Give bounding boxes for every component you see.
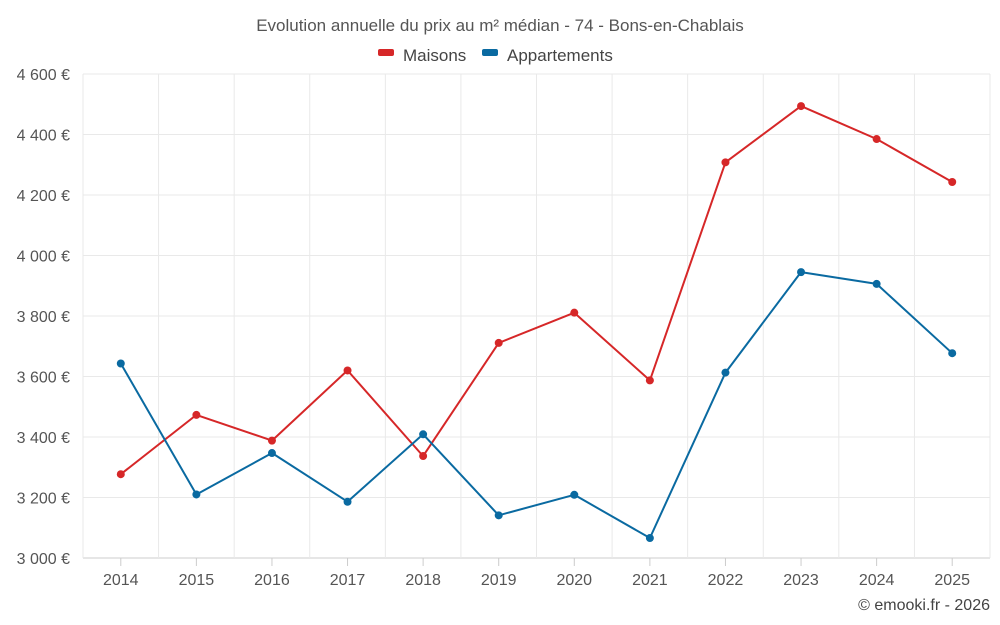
- data-point-appartements[interactable]: [948, 349, 957, 358]
- data-point-appartements[interactable]: [570, 490, 579, 499]
- y-tick-label: 3 600 €: [17, 370, 70, 387]
- chart-title: Evolution annuelle du prix au m² médian …: [256, 16, 744, 35]
- x-tick-label: 2020: [556, 572, 592, 589]
- x-tick-label: 2016: [254, 572, 290, 589]
- x-tick-label: 2024: [859, 572, 895, 589]
- y-axis-ticks: 3 000 € 3 200 € 3 400 € 3 600 € 3 800 € 4 000…: [17, 67, 70, 568]
- y-tick-label: 3 200 €: [17, 491, 70, 508]
- y-tick-label: 3 800 €: [17, 309, 70, 326]
- legend-label-appartements[interactable]: Appartements: [507, 46, 613, 65]
- x-tick-label: 2014: [103, 572, 139, 589]
- data-point-maisons[interactable]: [343, 366, 352, 375]
- data-point-appartements[interactable]: [267, 449, 276, 458]
- x-tick-label: 2017: [330, 572, 366, 589]
- data-point-maisons[interactable]: [721, 158, 730, 167]
- x-tick-label: 2022: [708, 572, 744, 589]
- data-point-maisons[interactable]: [116, 470, 125, 479]
- y-tick-label: 4 000 €: [17, 249, 70, 266]
- y-tick-label: 4 200 €: [17, 188, 70, 205]
- x-axis-ticks: 2014 2015 2016 2017 2018 2019 2020 2021 2022 2023…: [103, 558, 970, 589]
- x-tick-label: 2023: [783, 572, 819, 589]
- data-point-maisons[interactable]: [948, 177, 957, 186]
- credit-text: © emooki.fr - 2026: [858, 597, 990, 614]
- series-line-maisons: [120, 105, 953, 475]
- chart-grid: [82, 73, 991, 559]
- chart-series: [116, 102, 957, 543]
- x-tick-label: 2015: [179, 572, 215, 589]
- x-tick-label: 2025: [934, 572, 970, 589]
- data-point-appartements[interactable]: [419, 430, 428, 439]
- x-tick-label: 2021: [632, 572, 668, 589]
- y-tick-label: 3 400 €: [17, 430, 70, 447]
- legend-swatch-maisons: [378, 49, 394, 56]
- x-tick-label: 2019: [481, 572, 517, 589]
- data-point-appartements[interactable]: [797, 268, 806, 277]
- x-tick-label: 2018: [405, 572, 441, 589]
- data-point-maisons[interactable]: [570, 308, 579, 317]
- chart-legend: Maisons Appartements: [378, 46, 613, 65]
- data-point-maisons[interactable]: [645, 376, 654, 385]
- data-point-appartements[interactable]: [343, 497, 352, 506]
- legend-swatch-appartements: [482, 49, 498, 56]
- data-point-appartements[interactable]: [116, 359, 125, 368]
- y-tick-label: 3 000 €: [17, 551, 70, 568]
- data-point-appartements[interactable]: [872, 279, 881, 288]
- data-point-maisons[interactable]: [797, 102, 806, 111]
- data-point-appartements[interactable]: [494, 511, 503, 520]
- data-point-maisons[interactable]: [267, 436, 276, 445]
- y-tick-label: 4 400 €: [17, 128, 70, 145]
- data-point-appartements[interactable]: [645, 534, 654, 543]
- series-line-appartements: [119, 271, 953, 539]
- data-point-maisons[interactable]: [872, 135, 881, 144]
- data-point-appartements[interactable]: [721, 368, 730, 377]
- legend-label-maisons[interactable]: Maisons: [403, 46, 466, 65]
- data-point-maisons[interactable]: [419, 452, 428, 461]
- data-point-appartements[interactable]: [192, 490, 201, 499]
- data-point-maisons[interactable]: [494, 338, 503, 347]
- y-tick-label: 4 600 €: [17, 67, 70, 84]
- data-point-maisons[interactable]: [192, 410, 201, 419]
